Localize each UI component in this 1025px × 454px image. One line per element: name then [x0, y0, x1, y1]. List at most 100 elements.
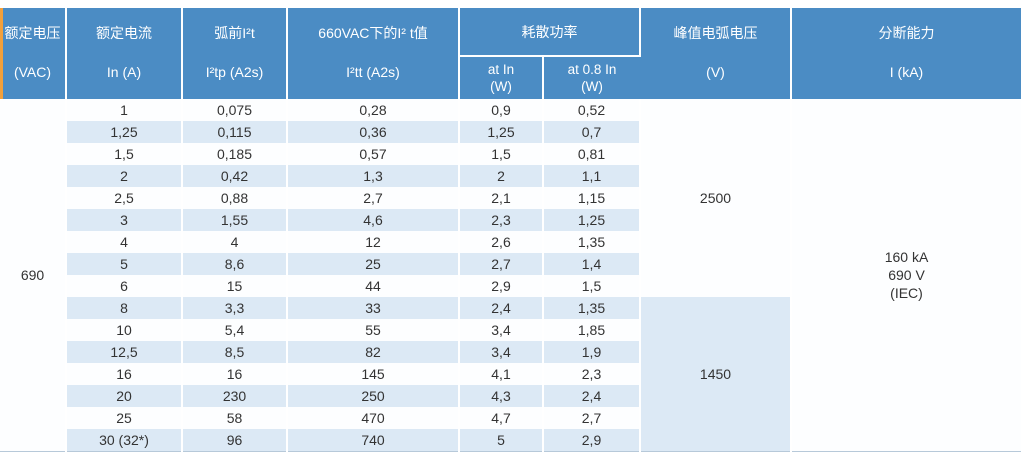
- power-at-in-cell: 1,25: [459, 121, 544, 143]
- table-row: 10 5,4 55 3,4 1,85: [0, 319, 1021, 341]
- power-at-08in-cell: 2,4: [543, 385, 641, 407]
- header-peak-arc-voltage-unit: (V): [706, 63, 725, 80]
- power-at-08in-cell: 1,5: [543, 275, 641, 297]
- i2t-660vac-cell: 25: [287, 253, 460, 275]
- i2t-660vac-cell: 2,7: [287, 187, 460, 209]
- prearc-i2t-cell: 0,115: [182, 121, 288, 143]
- power-at-08in-cell: 1,9: [543, 341, 641, 363]
- header-power-dissipation-group: 耗散功率: [459, 8, 641, 57]
- prearc-i2t-cell: 16: [182, 363, 288, 385]
- prearc-i2t-cell: 3,3: [182, 297, 288, 319]
- header-i2t-660vac: 660VAC下的I² t值 I²tt (A2s): [287, 8, 460, 99]
- power-at-in-cell: 2,1: [459, 187, 544, 209]
- rated-current-cell: 10: [66, 319, 183, 341]
- power-at-in-cell: 4,1: [459, 363, 544, 385]
- header-prearc-i2t: 弧前I²t I²tp (A2s): [182, 8, 288, 99]
- prearc-i2t-cell: 0,185: [182, 143, 288, 165]
- header-rated-current: 额定电流 In (A): [66, 8, 183, 99]
- i2t-660vac-cell: 44: [287, 275, 460, 297]
- header-power-at-in: at In (W): [459, 56, 544, 99]
- table-row: 2,5 0,88 2,7 2,1 1,15: [0, 187, 1021, 209]
- table-row: 12,5 8,5 82 3,4 1,9: [0, 341, 1021, 363]
- rated-current-cell: 12,5: [66, 341, 183, 363]
- header-prearc-i2t-title: 弧前I²t: [214, 24, 255, 41]
- prearc-i2t-cell: 8,5: [182, 341, 288, 363]
- prearc-i2t-cell: 4: [182, 231, 288, 253]
- prearc-i2t-cell: 15: [182, 275, 288, 297]
- power-at-08in-cell: 0,7: [543, 121, 641, 143]
- rated-current-cell: 6: [66, 275, 183, 297]
- table-row: 1,5 0,185 0,57 1,5 0,81: [0, 143, 1021, 165]
- rated-current-cell: 1,5: [66, 143, 183, 165]
- header-row-top: 额定电压 (VAC) 额定电流 In (A) 弧前I²t I²tp (A2s) …: [0, 8, 1021, 99]
- rated-current-cell: 4: [66, 231, 183, 253]
- power-at-in-cell: 2,4: [459, 297, 544, 319]
- i2t-660vac-cell: 1,3: [287, 165, 460, 187]
- rated-current-cell: 2: [66, 165, 183, 187]
- header-rated-voltage-unit: (VAC): [13, 63, 52, 80]
- table-row: 3 1,55 4,6 2,3 1,25: [0, 209, 1021, 231]
- power-at-08in-cell: 1,4: [543, 253, 641, 275]
- rated-current-cell: 8: [66, 297, 183, 319]
- i2t-660vac-cell: 145: [287, 363, 460, 385]
- power-at-in-cell: 5: [459, 429, 544, 452]
- header-peak-arc-voltage: 峰值电弧电压 (V): [640, 8, 792, 99]
- table-row: 16 16 145 4,1 2,3: [0, 363, 1021, 385]
- table-row: 30 (32*) 96 740 5 2,9: [0, 429, 1021, 452]
- header-breaking-capacity-unit: I (kA): [889, 63, 924, 80]
- rated-current-cell: 3: [66, 209, 183, 231]
- power-at-in-cell: 3,4: [459, 319, 544, 341]
- table-row: 1,25 0,115 0,36 1,25 0,7: [0, 121, 1021, 143]
- fuse-characteristics-table: 额定电压 (VAC) 额定电流 In (A) 弧前I²t I²tp (A2s) …: [0, 8, 1021, 452]
- rated-current-cell: 1: [66, 99, 183, 121]
- table-row: 6 15 44 2,9 1,5: [0, 275, 1021, 297]
- rated-current-cell: 16: [66, 363, 183, 385]
- spec-table-container: 额定电压 (VAC) 额定电流 In (A) 弧前I²t I²tp (A2s) …: [0, 8, 1021, 452]
- rated-voltage-cell: 690: [0, 99, 67, 452]
- header-breaking-capacity-title: 分断能力: [878, 24, 935, 41]
- power-at-08in-cell: 1,35: [543, 231, 641, 253]
- breaking-capacity-cell: 160 kA 690 V (IEC): [791, 99, 1021, 452]
- prearc-i2t-cell: 230: [182, 385, 288, 407]
- orange-accent-strip: [0, 8, 3, 99]
- header-row-sub: at In (W) at 0.8 In (W): [0, 56, 1021, 99]
- power-at-08in-cell: 1,85: [543, 319, 641, 341]
- header-breaking-capacity: 分断能力 I (kA): [791, 8, 1021, 99]
- i2t-660vac-cell: 0,57: [287, 143, 460, 165]
- power-at-in-cell: 2: [459, 165, 544, 187]
- header-rated-current-title: 额定电流: [96, 24, 152, 41]
- power-at-in-cell: 4,3: [459, 385, 544, 407]
- rated-current-cell: 5: [66, 253, 183, 275]
- prearc-i2t-cell: 96: [182, 429, 288, 452]
- i2t-660vac-cell: 4,6: [287, 209, 460, 231]
- i2t-660vac-cell: 55: [287, 319, 460, 341]
- i2t-660vac-cell: 82: [287, 341, 460, 363]
- power-at-in-cell: 2,9: [459, 275, 544, 297]
- rated-current-cell: 20: [66, 385, 183, 407]
- peak-arc-voltage-1450-cell: 1450: [640, 297, 792, 452]
- power-at-in-cell: 1,5: [459, 143, 544, 165]
- table-row: 25 58 470 4,7 2,7: [0, 407, 1021, 429]
- power-at-08in-cell: 2,3: [543, 363, 641, 385]
- rated-current-cell: 30 (32*): [66, 429, 183, 452]
- power-at-08in-cell: 1,25: [543, 209, 641, 231]
- table-body: 690 1 0,075 0,28 0,9 0,52 2500 160 kA 69…: [0, 99, 1021, 452]
- power-at-08in-cell: 2,9: [543, 429, 641, 452]
- prearc-i2t-cell: 1,55: [182, 209, 288, 231]
- prearc-i2t-cell: 0,42: [182, 165, 288, 187]
- peak-arc-voltage-2500-cell: 2500: [640, 99, 792, 297]
- header-prearc-i2t-unit: I²tp (A2s): [205, 63, 264, 80]
- power-at-in-cell: 2,7: [459, 253, 544, 275]
- prearc-i2t-cell: 5,4: [182, 319, 288, 341]
- i2t-660vac-cell: 0,28: [287, 99, 460, 121]
- header-rated-current-unit: In (A): [106, 63, 142, 80]
- table-row: 2 0,42 1,3 2 1,1: [0, 165, 1021, 187]
- rated-current-cell: 2,5: [66, 187, 183, 209]
- header-rated-voltage-title: 额定电压: [4, 24, 61, 41]
- rated-current-cell: 25: [66, 407, 183, 429]
- power-at-08in-cell: 0,81: [543, 143, 641, 165]
- table-row: 690 1 0,075 0,28 0,9 0,52 2500 160 kA 69…: [0, 99, 1021, 452]
- power-at-08in-cell: 1,1: [543, 165, 641, 187]
- rated-current-cell: 1,25: [66, 121, 183, 143]
- header-rated-voltage: 额定电压 (VAC): [0, 8, 67, 99]
